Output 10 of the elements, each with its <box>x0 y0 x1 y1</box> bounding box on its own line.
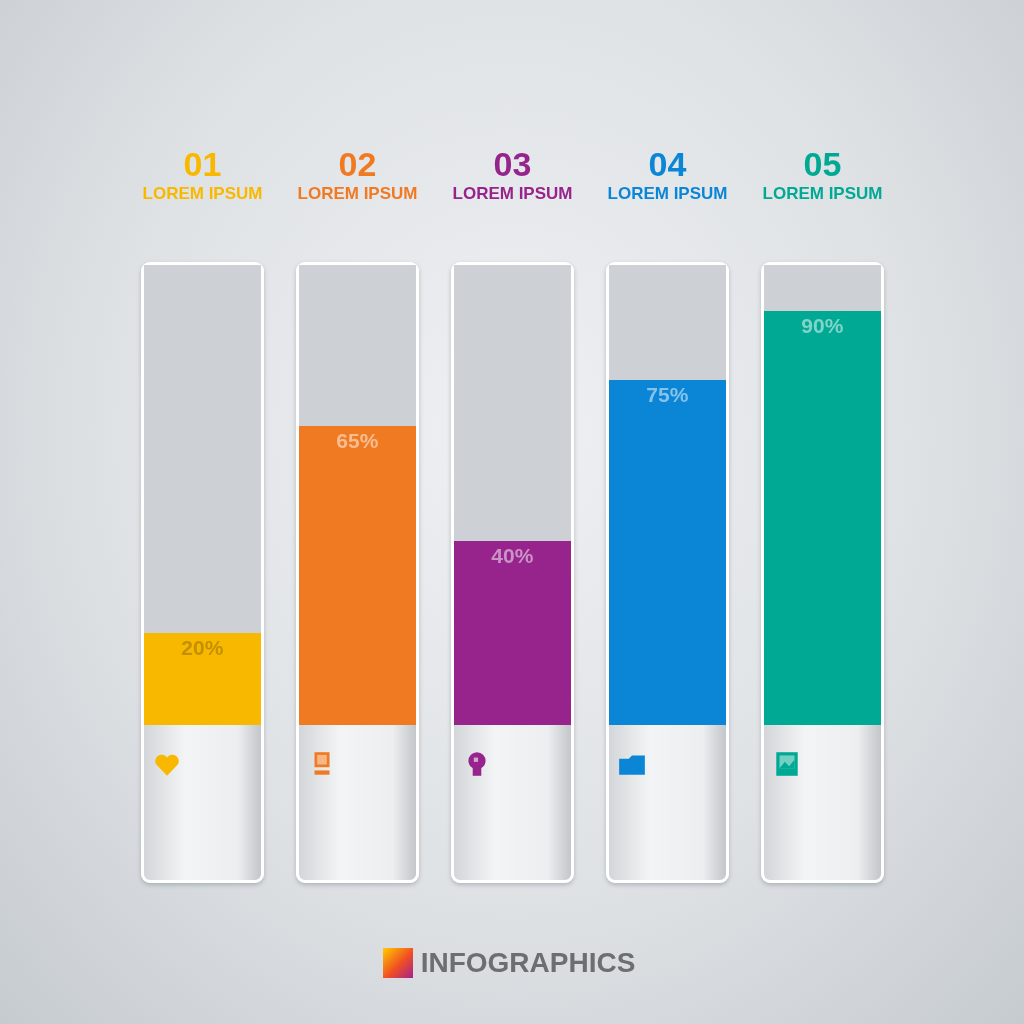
data-label: 90% <box>801 314 844 337</box>
data-label: 75% <box>646 383 689 406</box>
x-tick-label: 01 LOREM IPSUM <box>142 145 263 203</box>
data-label: 65% <box>336 429 379 452</box>
data-label: 40% <box>491 544 534 567</box>
text: INFOGRAPHICS <box>420 947 636 979</box>
x-tick-label: 04 LOREM IPSUM <box>607 145 728 203</box>
x-tick-label: 05 LOREM IPSUM <box>762 145 883 203</box>
x-tick-label: 02 LOREM IPSUM <box>297 145 418 203</box>
x-tick-label: 03 LOREM IPSUM <box>452 145 573 203</box>
